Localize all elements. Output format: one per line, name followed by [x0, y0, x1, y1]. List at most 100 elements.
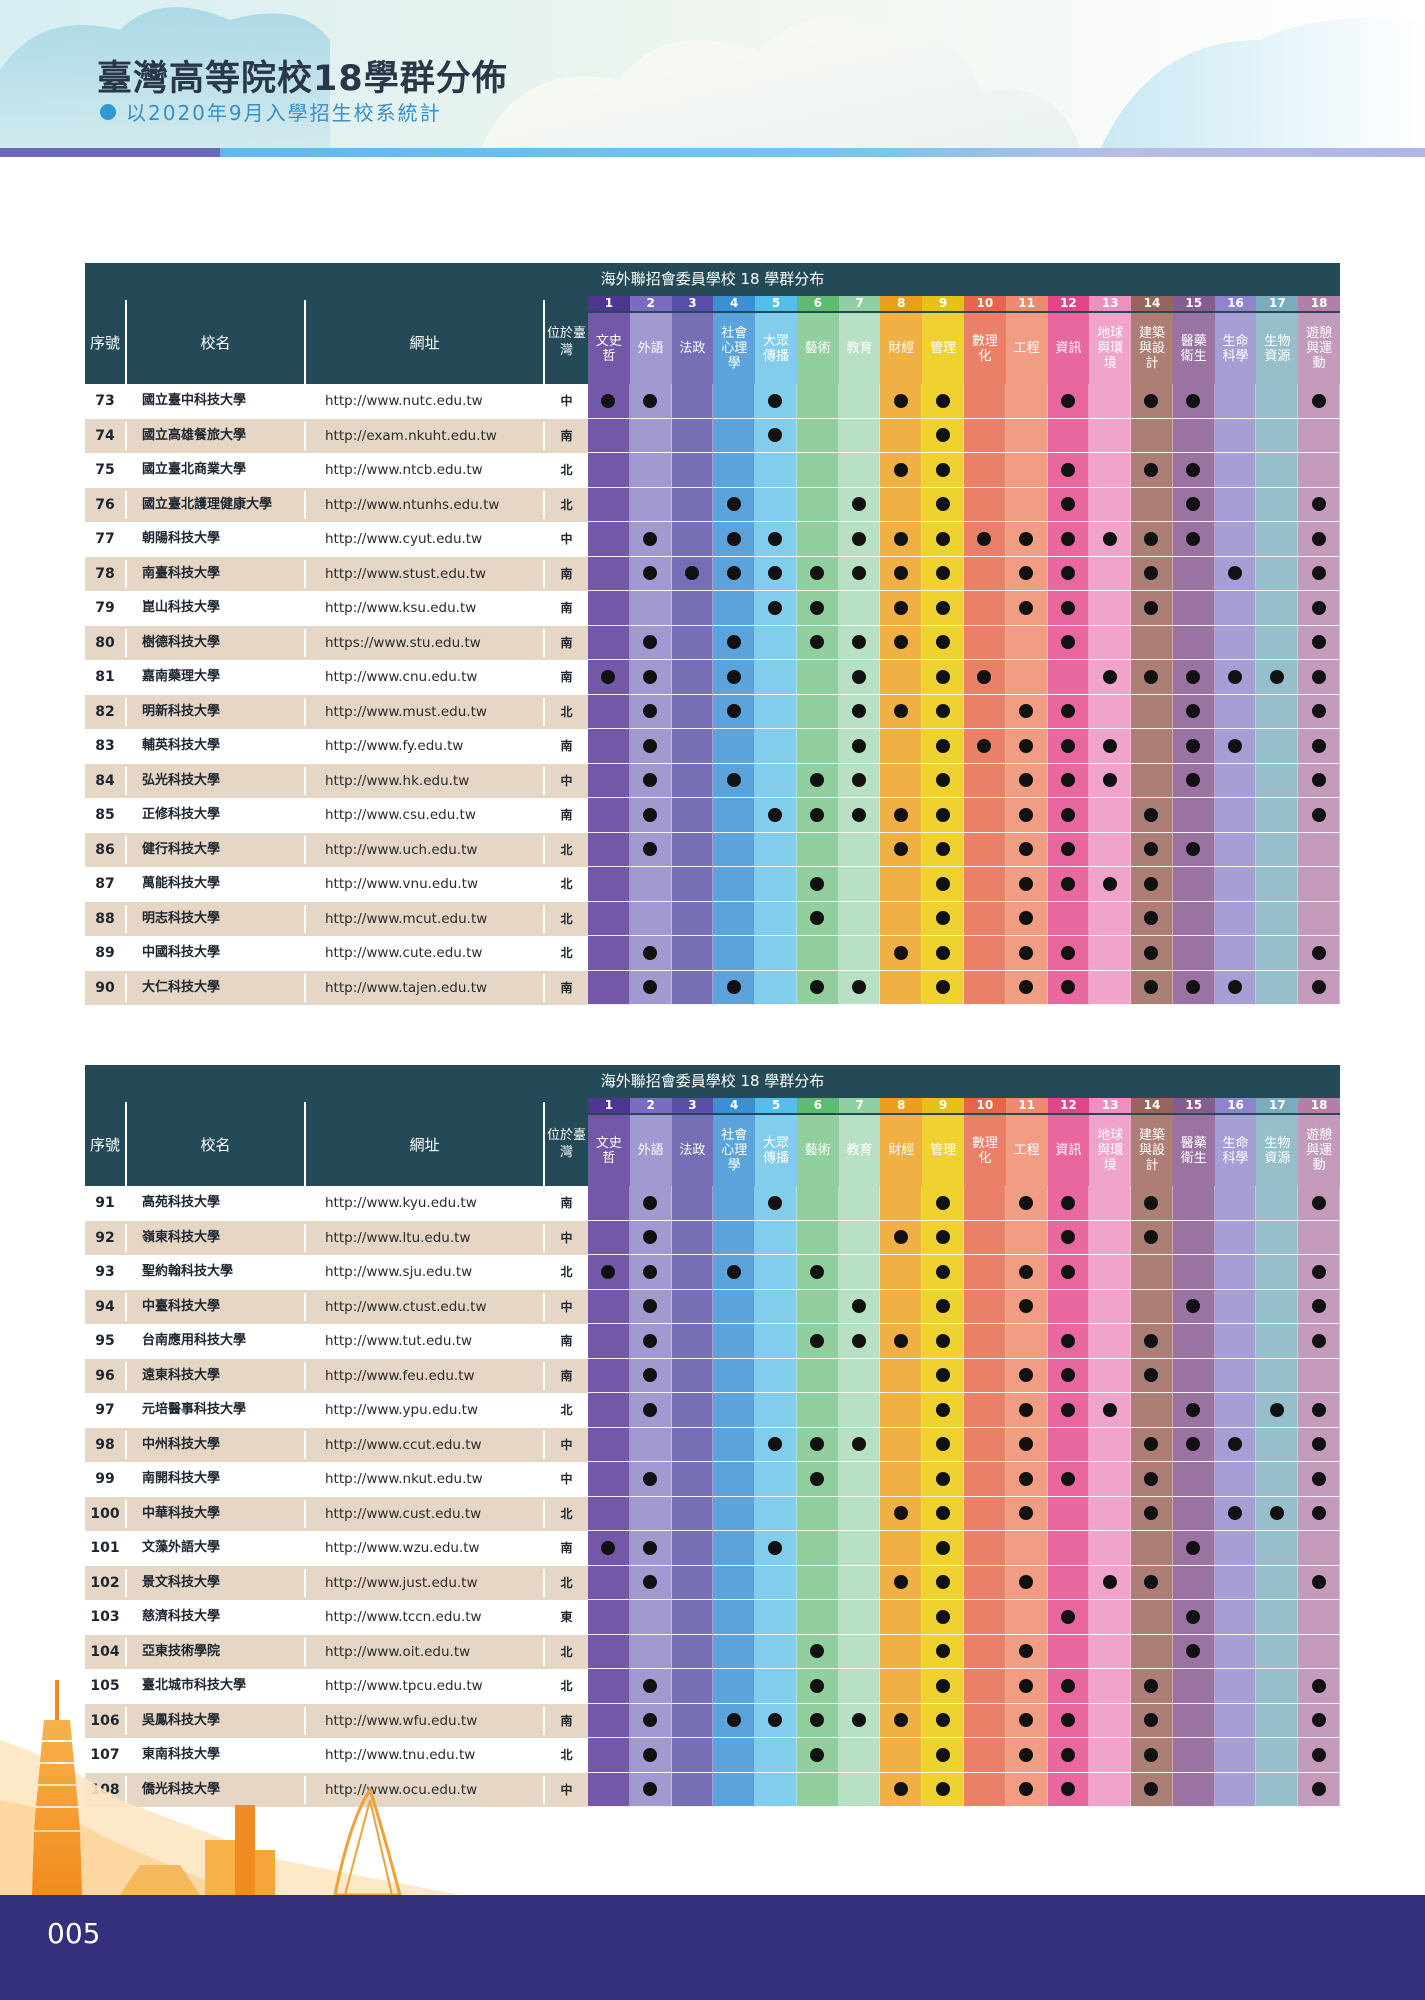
school-url-link[interactable]: http://www.wzu.edu.tw	[325, 1540, 480, 1556]
group-cell-13	[1089, 556, 1132, 591]
group-cell-7	[838, 763, 881, 798]
group-cell-6	[796, 1703, 839, 1738]
filled-dot-icon	[768, 531, 783, 546]
school-url-link[interactable]: http://www.ksu.edu.tw	[325, 600, 477, 616]
group-cell-2	[629, 384, 672, 419]
school-url-link[interactable]: http://www.cust.edu.tw	[325, 1505, 482, 1522]
school-url-link[interactable]: https://www.stu.edu.tw	[325, 634, 481, 651]
school-url-link[interactable]: http://www.cnu.edu.tw	[325, 669, 478, 685]
group-cell-9	[922, 1669, 964, 1704]
group-cell-11	[1005, 1289, 1048, 1324]
school-url-link[interactable]: http://www.must.edu.tw	[325, 703, 487, 720]
filled-dot-icon	[1311, 1471, 1326, 1486]
group-name: 建築與設計	[1131, 313, 1173, 384]
group-number: 2	[629, 1098, 672, 1113]
group-cell-14	[1131, 694, 1173, 729]
group-cell-18	[1298, 694, 1340, 729]
school-location: 東	[560, 1610, 573, 1624]
group-cell-4	[713, 1289, 756, 1324]
group-cell-4	[713, 591, 756, 626]
school-url-link[interactable]: http://www.nutc.edu.tw	[325, 393, 483, 409]
row-divider	[125, 904, 127, 933]
group-cell-13	[1089, 1669, 1132, 1704]
school-url-link[interactable]: http://www.mcut.edu.tw	[325, 910, 488, 927]
group-cell-16	[1214, 1496, 1257, 1531]
group-cell-10	[964, 591, 1006, 626]
group-cell-16	[1214, 556, 1257, 591]
school-url-link[interactable]: http://www.stust.edu.tw	[325, 565, 487, 582]
school-url-link[interactable]: http://www.kyu.edu.tw	[325, 1195, 477, 1211]
group-cell-12	[1047, 867, 1090, 902]
group-cell-14	[1131, 1738, 1173, 1773]
school-url-link[interactable]: http://www.tnu.edu.tw	[325, 1747, 476, 1763]
filled-dot-icon	[1186, 1402, 1201, 1417]
group-cell-10	[964, 522, 1006, 557]
group-cell-9	[922, 763, 964, 798]
school-url-link[interactable]: http://www.ltu.edu.tw	[325, 1229, 471, 1246]
group-cell-10	[964, 1496, 1006, 1531]
group-cell-17	[1256, 832, 1299, 867]
school-location: 中	[560, 1437, 573, 1452]
school-table-1: 海外聯招會委員學校 18 學群分布 序號 校名 網址 位於臺灣 1 文史哲 2 外語 3 法政 4 社會…	[85, 263, 1340, 1005]
school-url-link[interactable]: http://www.tccn.edu.tw	[325, 1609, 482, 1625]
school-url-link[interactable]: http://www.cute.edu.tw	[325, 945, 483, 961]
group-cell-3	[671, 1427, 714, 1462]
school-name: 大仁科技大學	[142, 979, 221, 995]
group-cell-2	[629, 1186, 672, 1221]
school-url-link[interactable]: http://www.cyut.edu.tw	[325, 531, 483, 547]
group-cell-2	[629, 591, 672, 626]
filled-dot-icon	[1060, 1264, 1075, 1279]
group-cell-1	[588, 867, 630, 902]
group-cell-18	[1298, 970, 1340, 1005]
school-url-link[interactable]: http://www.ocu.edu.tw	[325, 1781, 478, 1798]
school-url-link[interactable]: http://www.hk.edu.tw	[325, 772, 470, 789]
column-header-seq: 序號	[89, 1135, 120, 1154]
group-cell-16	[1214, 901, 1257, 936]
group-cell-15	[1172, 522, 1215, 557]
group-cell-5	[755, 487, 797, 522]
school-url-link[interactable]: http://www.ntcb.edu.tw	[325, 462, 483, 478]
school-url-link[interactable]: http://www.ccut.edu.tw	[325, 1436, 482, 1453]
filled-dot-icon	[768, 1540, 783, 1555]
school-url-link[interactable]: http://www.csu.edu.tw	[325, 807, 476, 823]
group-name: 生命科學	[1214, 1115, 1257, 1186]
school-url-link[interactable]: http://exam.nkuht.edu.tw	[325, 427, 497, 444]
group-cell-1	[588, 1531, 630, 1566]
group-number: 12	[1047, 1098, 1090, 1113]
row-divider	[543, 732, 545, 760]
group-cell-18	[1298, 1220, 1340, 1255]
row-divider	[125, 973, 127, 1002]
row-background	[85, 1255, 588, 1290]
group-cell-1	[588, 1738, 630, 1773]
group-cell-8	[880, 591, 923, 626]
school-url-link[interactable]: http://www.tajen.edu.tw	[325, 979, 488, 996]
school-url-link[interactable]: http://www.ntunhs.edu.tw	[325, 496, 500, 513]
row-seq-number: 102	[90, 1574, 120, 1591]
school-url-link[interactable]: http://www.nkut.edu.tw	[325, 1471, 483, 1487]
school-url-link[interactable]: http://www.fy.edu.tw	[325, 738, 464, 754]
school-url-link[interactable]: http://www.tut.edu.tw	[325, 1333, 473, 1349]
school-url-link[interactable]: http://www.wfu.edu.tw	[325, 1712, 478, 1729]
school-url-link[interactable]: http://www.ypu.edu.tw	[325, 1402, 478, 1418]
school-url-link[interactable]: http://www.sju.edu.tw	[325, 1264, 473, 1280]
school-url-link[interactable]: http://www.vnu.edu.tw	[325, 876, 478, 892]
school-url-link[interactable]: http://www.ctust.edu.tw	[325, 1298, 487, 1315]
school-url-link[interactable]: http://www.oit.edu.tw	[325, 1643, 471, 1660]
group-cell-11	[1005, 867, 1048, 902]
group-number: 15	[1172, 1098, 1215, 1113]
group-cell-10	[964, 867, 1006, 902]
group-header-3: 3 法政	[671, 296, 714, 384]
school-url-link[interactable]: http://www.feu.edu.tw	[325, 1367, 475, 1384]
school-url-link[interactable]: http://www.tpcu.edu.tw	[325, 1678, 483, 1694]
group-cell-17	[1256, 487, 1299, 522]
school-location: 南	[560, 635, 573, 650]
group-number: 10	[964, 296, 1006, 311]
school-url-link[interactable]: http://www.just.edu.tw	[325, 1574, 478, 1591]
school-url-link[interactable]: http://www.uch.edu.tw	[325, 841, 478, 858]
row-divider	[125, 1775, 127, 1804]
group-cell-8	[880, 832, 923, 867]
group-name: 大眾傳播	[755, 1115, 797, 1186]
table-row: 76 國立臺北護理健康大學 http://www.ntunhs.edu.tw 北	[85, 487, 1340, 522]
group-cell-5	[755, 1738, 797, 1773]
group-cell-2	[629, 936, 672, 971]
